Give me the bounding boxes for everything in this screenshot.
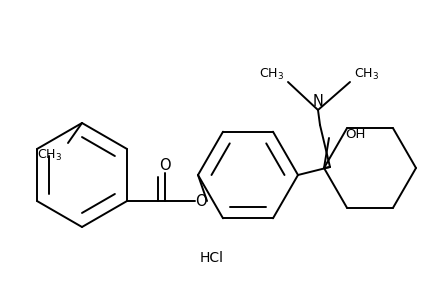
Text: OH: OH bbox=[345, 127, 365, 141]
Text: CH$_3$: CH$_3$ bbox=[259, 67, 284, 82]
Text: CH$_3$: CH$_3$ bbox=[354, 67, 379, 82]
Text: O: O bbox=[159, 158, 171, 172]
Text: CH$_3$: CH$_3$ bbox=[37, 148, 62, 162]
Text: N: N bbox=[312, 94, 324, 110]
Text: HCl: HCl bbox=[200, 251, 224, 265]
Text: O: O bbox=[195, 193, 207, 208]
